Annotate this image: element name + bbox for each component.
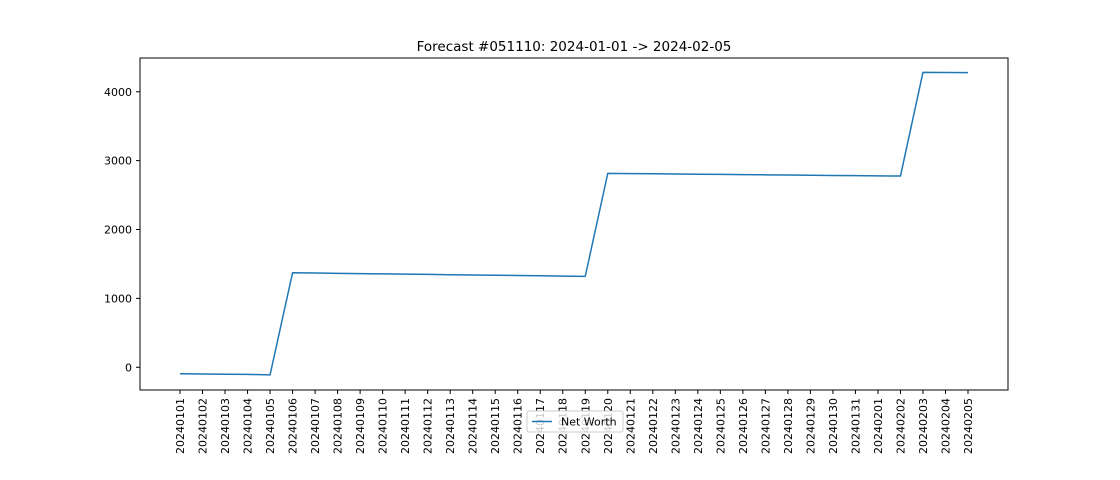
- x-tick-label: 20240101: [174, 398, 187, 454]
- chart-title: Forecast #051110: 2024-01-01 -> 2024-02-…: [417, 39, 732, 55]
- x-tick-label: 20240116: [512, 398, 525, 454]
- x-tick-label: 20240205: [962, 398, 975, 454]
- y-tick-label: 3000: [104, 155, 132, 168]
- x-tick-label: 20240112: [422, 398, 435, 454]
- x-tick-label: 20240125: [714, 398, 727, 454]
- series-line-net-worth: [179, 71, 969, 376]
- x-tick-label: 20240107: [309, 398, 322, 454]
- x-tick-label: 20240109: [354, 398, 367, 454]
- y-tick-label: 1000: [104, 292, 132, 305]
- x-tick-label: 20240103: [219, 398, 232, 454]
- x-tick-label: 20240203: [917, 398, 930, 454]
- y-tick-label: 4000: [104, 86, 132, 99]
- x-tick-label: 20240102: [197, 398, 210, 454]
- x-tick-label: 20240130: [827, 398, 840, 454]
- x-tick-label: 20240204: [939, 398, 952, 454]
- x-tick-label: 20240123: [669, 398, 682, 454]
- x-tick-label: 20240122: [647, 398, 660, 454]
- x-tick-label: 20240201: [872, 398, 885, 454]
- y-axis: 0 1000 2000 3000 4000: [104, 86, 140, 374]
- x-tick-label: 20240114: [467, 398, 480, 454]
- legend-label-net-worth: Net Worth: [561, 416, 617, 429]
- y-tick-label: 2000: [104, 224, 132, 237]
- x-tick-label: 20240126: [737, 398, 750, 454]
- legend: Net Worth: [526, 410, 624, 433]
- y-tick-label: 0: [125, 361, 132, 374]
- x-tick-label: 20240105: [264, 398, 277, 454]
- x-tick-label: 20240124: [692, 398, 705, 454]
- x-tick-label: 20240127: [759, 398, 772, 454]
- x-tick-label: 20240108: [332, 398, 345, 454]
- x-tick-label: 20240113: [444, 398, 457, 454]
- x-tick-label: 20240129: [804, 398, 817, 454]
- legend-box: [526, 410, 624, 433]
- x-tick-label: 20240106: [287, 398, 300, 454]
- x-axis: 20240101 20240102 20240103 20240104 20240105…: [174, 390, 975, 454]
- x-tick-label: 20240115: [489, 398, 502, 454]
- x-tick-label: 20240110: [377, 398, 390, 454]
- plot-area: [139, 57, 1009, 391]
- x-tick-label: 20240104: [242, 398, 255, 454]
- x-tick-label: 20240202: [894, 398, 907, 454]
- x-tick-label: 20240128: [782, 398, 795, 454]
- series-layer: [179, 71, 969, 376]
- x-tick-label: 20240121: [624, 398, 637, 454]
- x-tick-label: 20240111: [399, 398, 412, 454]
- x-tick-label: 20240131: [849, 398, 862, 454]
